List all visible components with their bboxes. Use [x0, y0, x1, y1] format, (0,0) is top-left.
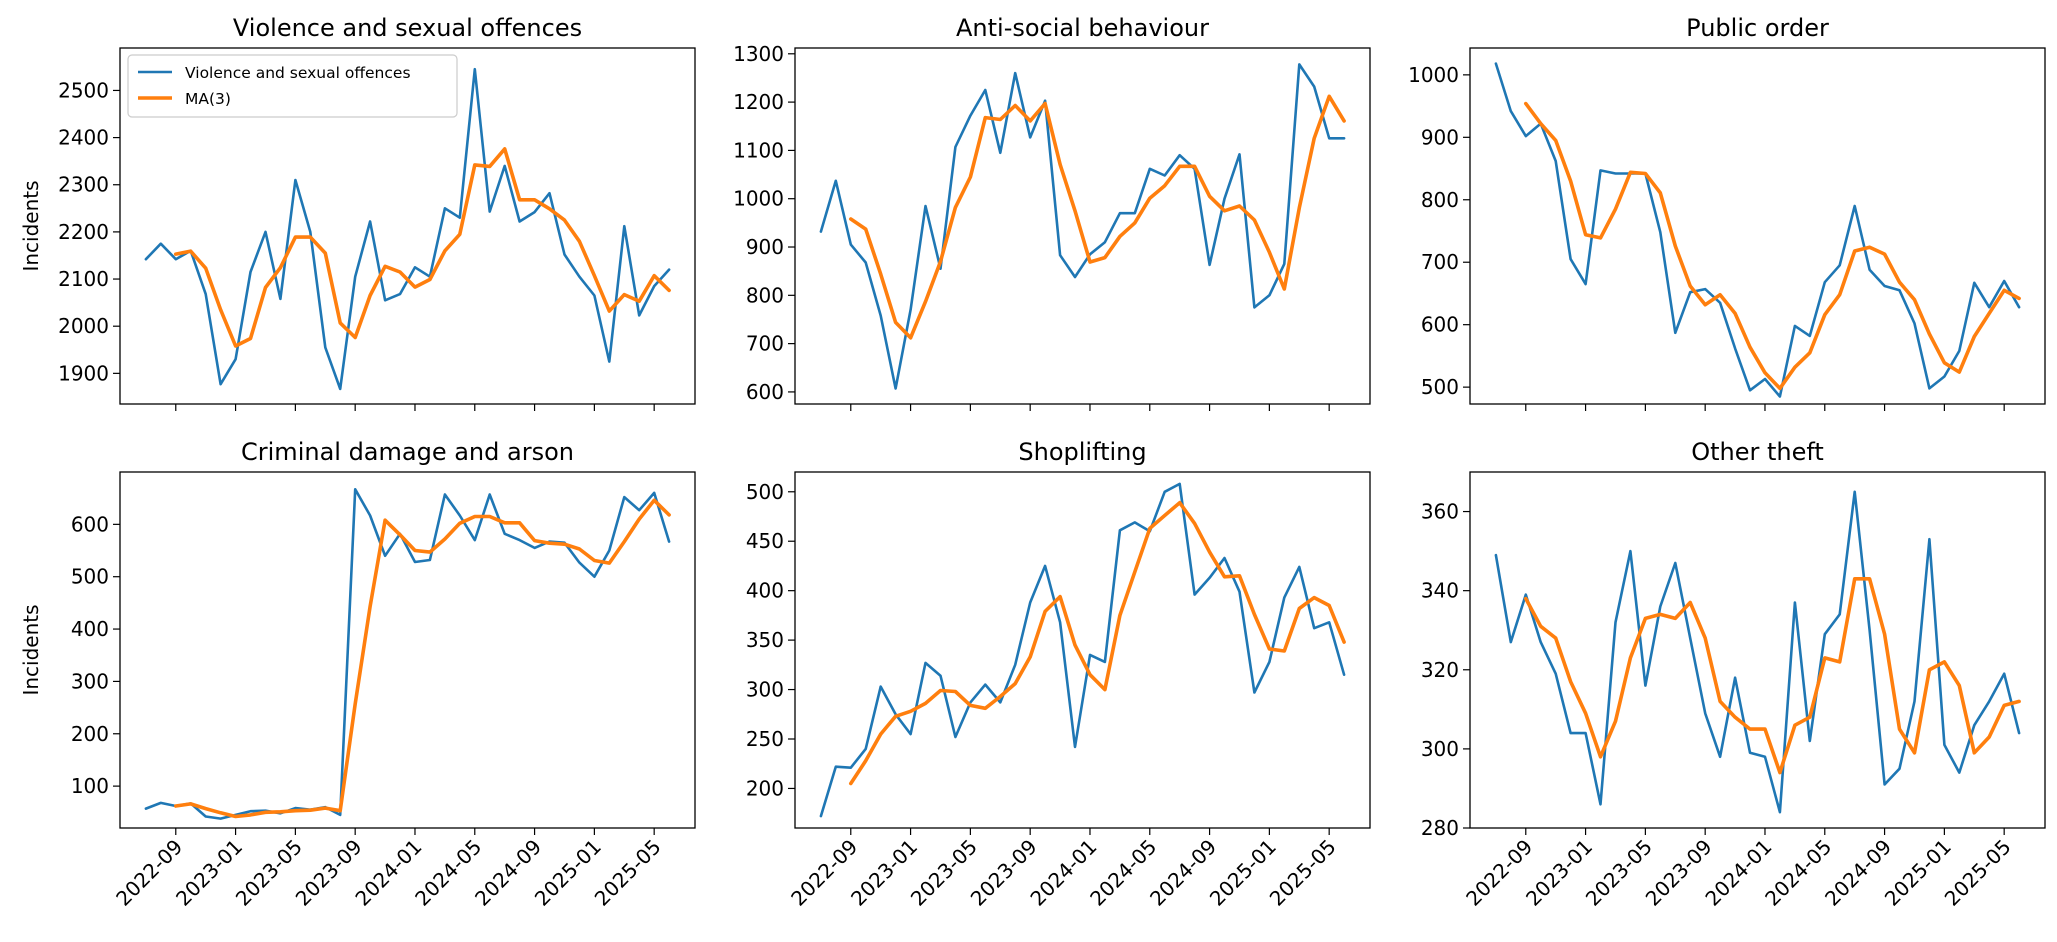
x-tick-label: 2025-05 — [1940, 835, 2016, 911]
y-tick-label: 900 — [746, 235, 784, 259]
x-tick-label: 2025-05 — [590, 835, 666, 911]
legend-box — [127, 54, 458, 118]
y-axis-label: Incidents — [19, 604, 43, 695]
panel-public-order: Public order 500 600 700 800 900 1000 — [1408, 14, 2046, 411]
y-tick-label: 800 — [746, 283, 784, 307]
y-tick-label: 500 — [746, 480, 784, 504]
plot-frame — [794, 471, 1371, 829]
plot-frame — [1469, 471, 2046, 829]
series-line-public-order — [1494, 62, 2021, 398]
y-tick-label: 320 — [1421, 658, 1459, 682]
ma-line-anti-social-behaviour — [848, 94, 1346, 340]
y-tick-label: 100 — [71, 774, 109, 798]
y-tick-label: 250 — [746, 727, 784, 751]
x-tick-label: 2025-05 — [1265, 835, 1341, 911]
y-tick-label: 700 — [746, 332, 784, 356]
panel-violence-and-sexual-offences: Violence and sexual offences Incidents 190… — [19, 14, 696, 411]
y-tick-label: 450 — [746, 529, 784, 553]
y-tick-label: 360 — [1421, 500, 1459, 524]
y-tick-label: 200 — [71, 722, 109, 746]
y-tick-label: 600 — [1421, 313, 1459, 337]
y-tick-label: 2400 — [58, 126, 109, 150]
y-tick-label: 500 — [71, 565, 109, 589]
y-tick-label: 1000 — [1408, 63, 1459, 87]
panel-criminal-damage-and-arson: Criminal damage and arson Incidents 100 200… — [19, 438, 696, 911]
y-tick-label: 280 — [1421, 816, 1459, 840]
y-tick-label: 300 — [746, 678, 784, 702]
y-tick-label: 300 — [71, 669, 109, 693]
y-tick-label: 600 — [746, 380, 784, 404]
panel-title: Other theft — [1691, 438, 1824, 466]
ma-line-criminal-damage-and-arson — [174, 498, 671, 819]
ma-line-shoplifting — [848, 500, 1346, 786]
panel-title: Public order — [1686, 14, 1829, 42]
plot-frame — [1469, 47, 2046, 405]
y-tick-label: 350 — [746, 628, 784, 652]
y-tick-label: 340 — [1421, 579, 1459, 603]
series-line-other-theft — [1494, 490, 2021, 814]
panel-title: Violence and sexual offences — [233, 14, 582, 42]
y-tick-label: 900 — [1421, 125, 1459, 149]
ma-line-violence-and-sexual-offences — [174, 147, 671, 348]
legend-label-series: Violence and sexual offences — [185, 64, 411, 82]
y-tick-label: 600 — [71, 512, 109, 536]
y-tick-label: 1100 — [733, 138, 784, 162]
panel-title: Criminal damage and arson — [241, 438, 574, 466]
panel-anti-social-behaviour: Anti-social behaviour 600 700 800 900 1000 110… — [733, 14, 1371, 411]
y-axis-label: Incidents — [19, 180, 43, 271]
y-tick-label: 300 — [1421, 737, 1459, 761]
legend-label-ma: MA(3) — [185, 90, 231, 108]
y-tick-label: 2300 — [58, 173, 109, 197]
series-line-criminal-damage-and-arson — [144, 487, 671, 820]
y-tick-label: 2000 — [58, 314, 109, 338]
y-tick-label: 1300 — [733, 42, 784, 66]
legend: Violence and sexual offences MA(3) — [127, 54, 458, 118]
ma-line-public-order — [1524, 101, 2021, 391]
y-tick-label: 2500 — [58, 78, 109, 102]
y-tick-label: 200 — [746, 776, 784, 800]
series-line-anti-social-behaviour — [819, 63, 1346, 390]
y-tick-label: 400 — [71, 617, 109, 641]
y-tick-label: 800 — [1421, 188, 1459, 212]
panel-other-theft: Other theft2803003203403602022-092023-01… — [1421, 438, 2046, 911]
y-tick-label: 1000 — [733, 187, 784, 211]
panel-title: Shoplifting — [1018, 438, 1146, 466]
ma-line-other-theft — [1524, 576, 2021, 775]
series-line-shoplifting — [819, 482, 1346, 818]
y-tick-label: 700 — [1421, 250, 1459, 274]
plot-frame — [794, 47, 1371, 405]
y-tick-label: 2200 — [58, 220, 109, 244]
plot-frame — [119, 47, 696, 405]
y-tick-label: 500 — [1421, 375, 1459, 399]
y-tick-label: 1200 — [733, 90, 784, 114]
y-tick-label: 1900 — [58, 361, 109, 385]
panel-shoplifting: Shoplifting2002503003504004505002022-092… — [746, 438, 1371, 911]
plot-frame — [119, 471, 696, 829]
y-tick-label: 2100 — [58, 267, 109, 291]
panel-title: Anti-social behaviour — [956, 14, 1209, 42]
y-tick-label: 400 — [746, 579, 784, 603]
